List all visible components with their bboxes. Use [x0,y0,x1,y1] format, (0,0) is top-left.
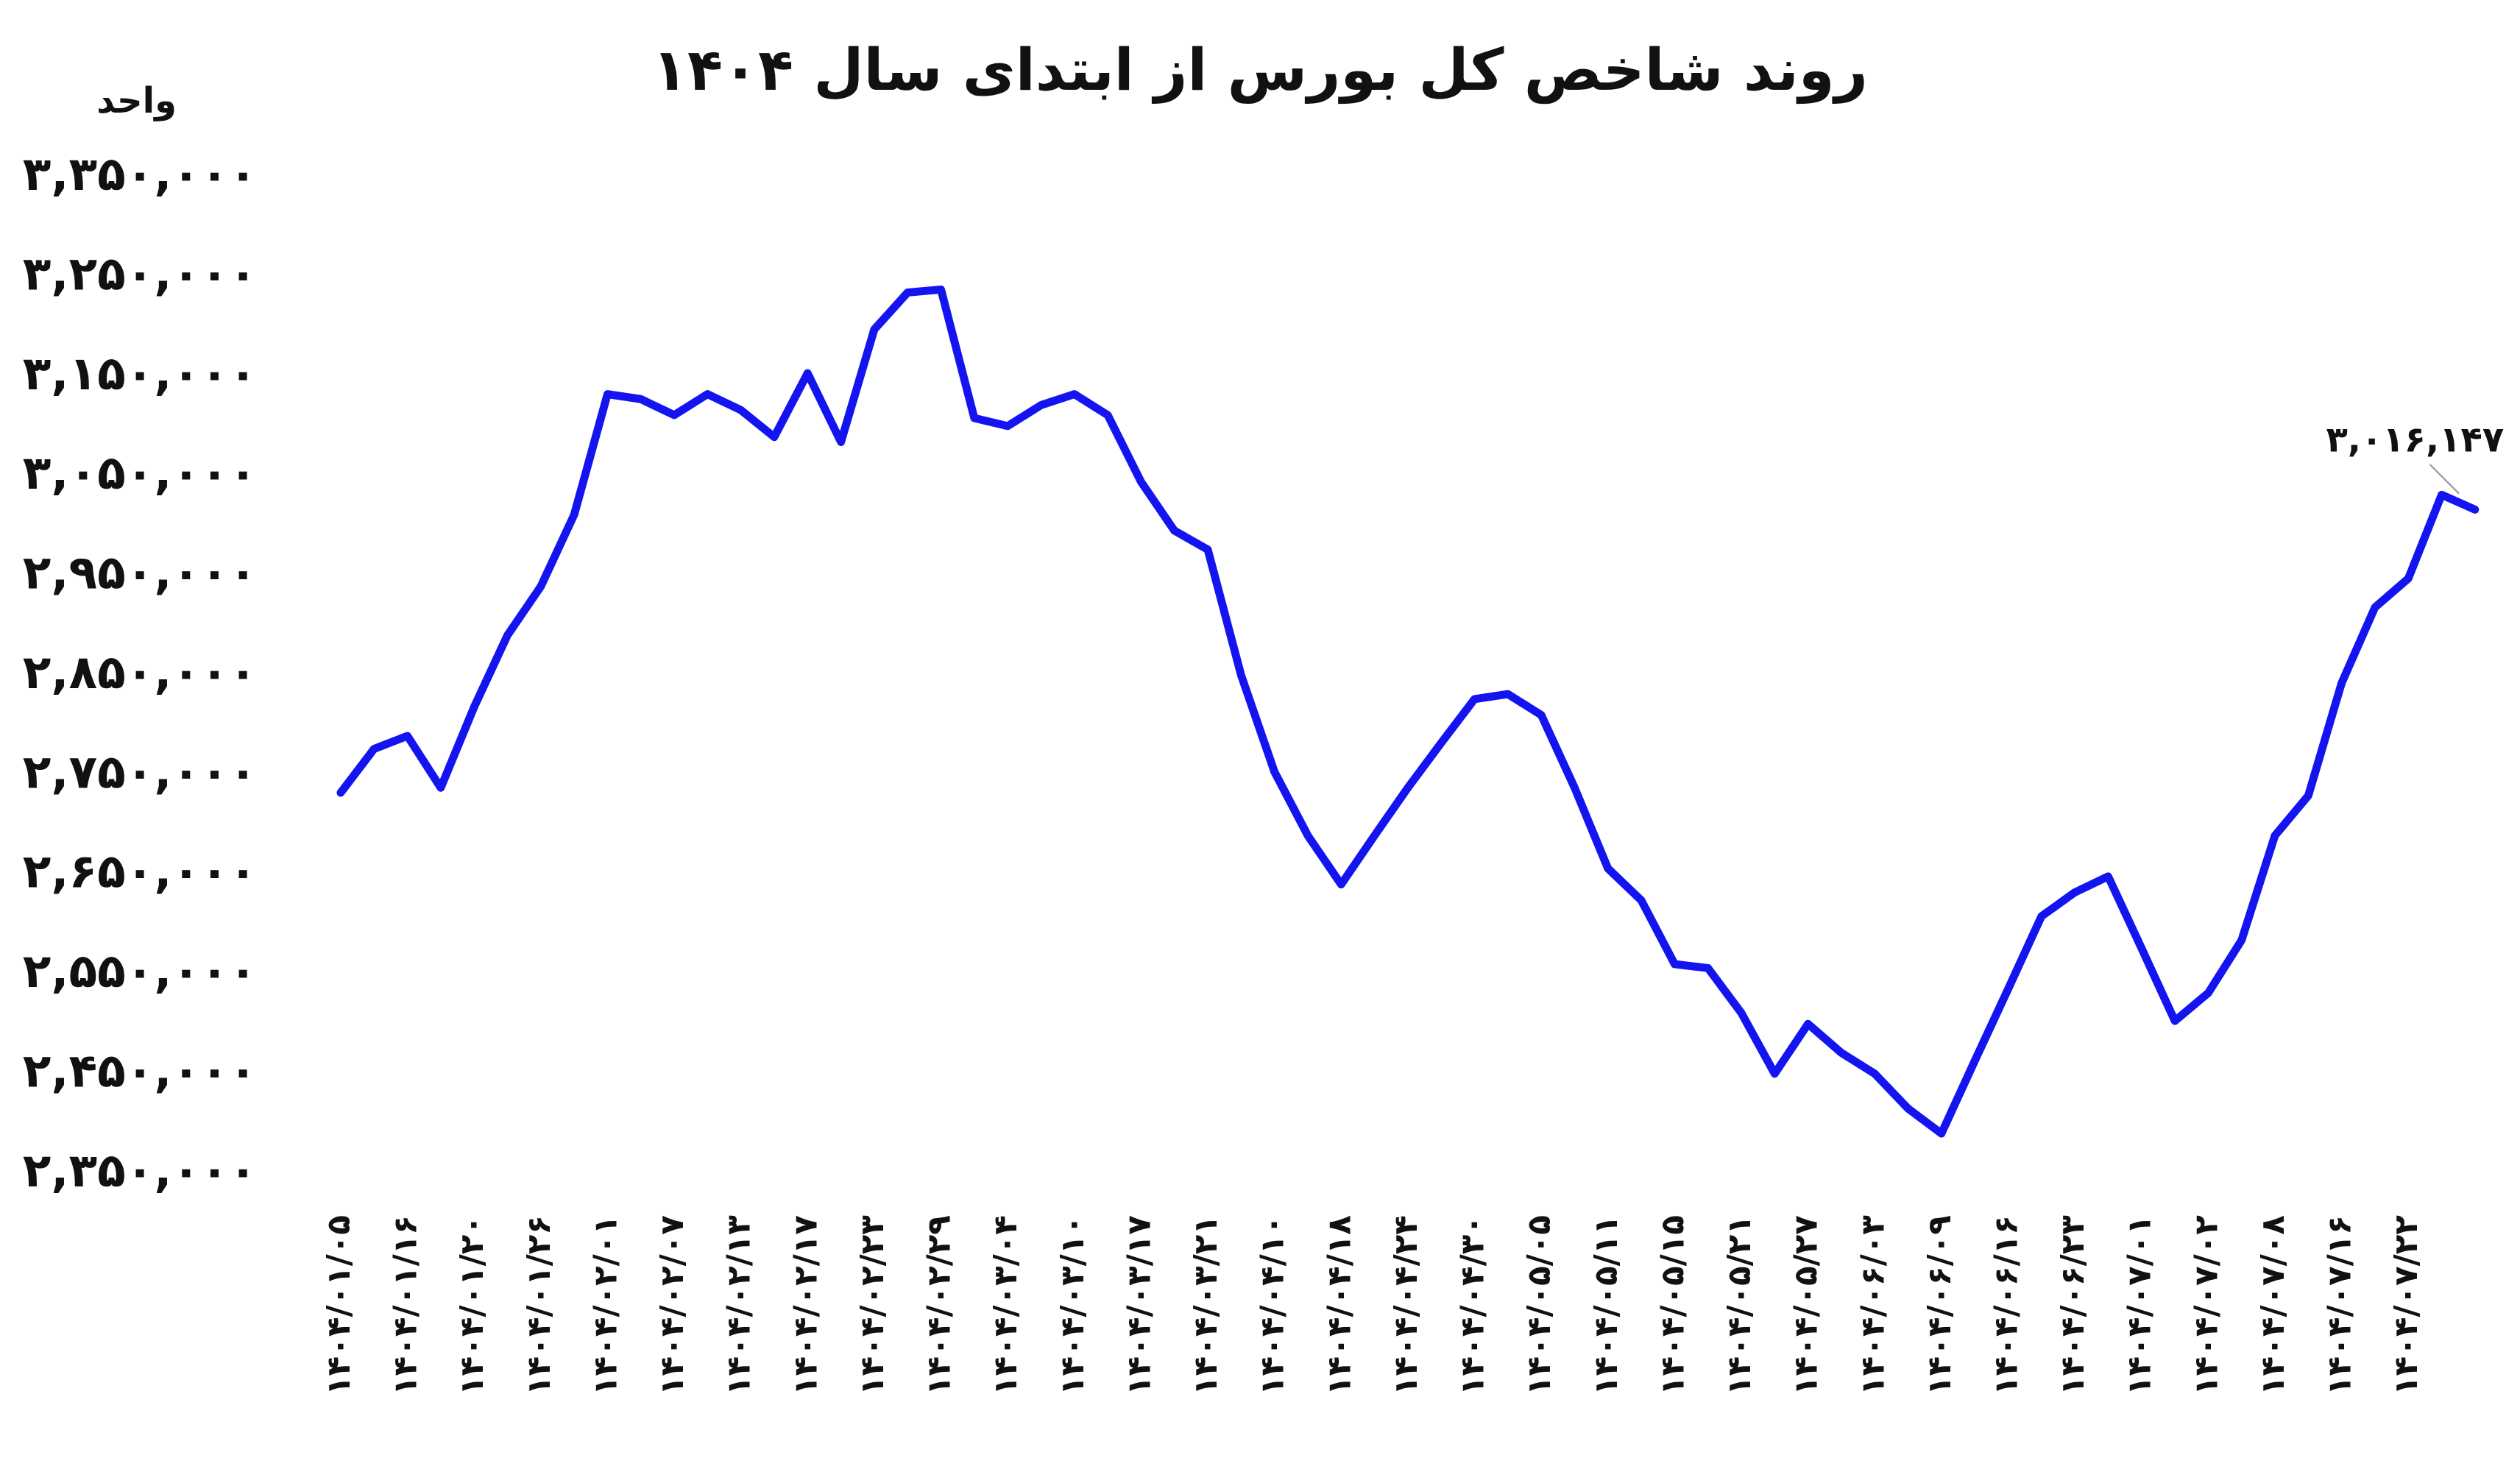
y-tick-label: ۳,۰۵۰,۰۰۰ [23,445,258,500]
line-series [336,285,2480,1138]
chart-title: روند شاخص کل بورس از ابتدای سال ۱۴۰۴ [652,36,1868,105]
x-tick-label: ۱۴۰۴/۰۴/۳۰ [1454,1215,1492,1395]
x-tick-label: ۱۴۰۴/۰۲/۰۷ [654,1215,691,1395]
x-tick-label: ۱۴۰۴/۰۱/۱۶ [387,1215,425,1395]
x-tick-label: ۱۴۰۴/۰۲/۱۷ [787,1215,824,1395]
x-tick-label: ۱۴۰۴/۰۵/۲۱ [1721,1215,1758,1395]
x-tick-label: ۱۴۰۴/۰۷/۰۱ [2121,1215,2159,1395]
x-tick-label: ۱۴۰۴/۰۶/۱۶ [1988,1215,2025,1395]
x-tick-label: ۱۴۰۴/۰۶/۲۳ [2054,1215,2092,1395]
x-tick-label: ۱۴۰۴/۰۱/۲۰ [453,1215,491,1395]
x-tick-label: ۱۴۰۴/۰۲/۲۳ [854,1215,891,1395]
x-tick-label: ۱۴۰۴/۰۴/۱۰ [1254,1215,1292,1395]
y-tick-label: ۲,۹۵۰,۰۰۰ [23,545,258,600]
y-tick-label: ۲,۴۵۰,۰۰۰ [23,1043,258,1097]
y-tick-label: ۲,۸۵۰,۰۰۰ [23,645,258,699]
y-tick-label: ۲,۳۵۰,۰۰۰ [23,1143,258,1197]
y-tick-label: ۲,۷۵۰,۰۰۰ [23,744,258,799]
x-tick-label: ۱۴۰۴/۰۷/۰۸ [2254,1215,2292,1395]
x-tick-label: ۱۴۰۴/۰۷/۱۶ [2321,1215,2359,1395]
x-tick-label: ۱۴۰۴/۰۶/۰۹ [1921,1215,1958,1395]
x-tick-label: ۱۴۰۴/۰۳/۲۱ [1187,1215,1225,1395]
data-label: ۳,۰۱۶,۱۴۷ [2326,420,2504,461]
x-tick-label: ۱۴۰۴/۰۶/۰۳ [1854,1215,1891,1395]
x-tick-label: ۱۴۰۴/۰۵/۱۱ [1588,1215,1625,1395]
y-tick-label: ۲,۶۵۰,۰۰۰ [23,844,258,899]
x-tick-label: ۱۴۰۴/۰۵/۲۷ [1788,1215,1825,1395]
x-tick-label: ۱۴۰۴/۰۲/۱۳ [721,1215,758,1395]
x-tick-label: ۱۴۰۴/۰۲/۲۹ [921,1215,958,1395]
y-tick-label: ۲,۵۵۰,۰۰۰ [23,944,258,998]
y-tick-label: ۳,۲۵۰,۰۰۰ [23,246,258,300]
label-leader [2429,464,2460,495]
x-tick-label: ۱۴۰۴/۰۱/۰۵ [320,1215,358,1395]
x-tick-label: ۱۴۰۴/۰۷/۲۲ [2388,1215,2425,1395]
y-tick-label: ۳,۱۵۰,۰۰۰ [23,346,258,400]
x-tick-label: ۱۴۰۴/۰۳/۰۴ [987,1215,1024,1395]
x-tick-label: ۱۴۰۴/۰۱/۲۶ [520,1215,558,1395]
x-tick-label: ۱۴۰۴/۰۴/۲۴ [1387,1215,1425,1395]
y-tick-label: ۳,۳۵۰,۰۰۰ [23,146,258,201]
x-tick-label: ۱۴۰۴/۰۳/۱۷ [1120,1215,1158,1395]
x-tick-label: ۱۴۰۴/۰۵/۱۵ [1654,1215,1691,1395]
x-tick-label: ۱۴۰۴/۰۵/۰۵ [1521,1215,1558,1395]
x-tick-label: ۱۴۰۴/۰۳/۱۰ [1054,1215,1091,1395]
x-tick-label: ۱۴۰۴/۰۷/۰۲ [2187,1215,2225,1395]
x-tick-label: ۱۴۰۴/۰۲/۰۱ [587,1215,624,1395]
x-tick-label: ۱۴۰۴/۰۴/۱۸ [1320,1215,1358,1395]
y-axis-label: واحد [96,80,177,121]
